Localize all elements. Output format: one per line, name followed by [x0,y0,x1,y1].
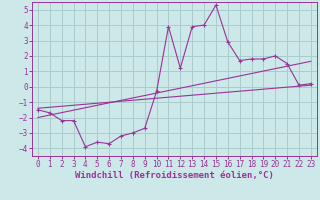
X-axis label: Windchill (Refroidissement éolien,°C): Windchill (Refroidissement éolien,°C) [75,171,274,180]
